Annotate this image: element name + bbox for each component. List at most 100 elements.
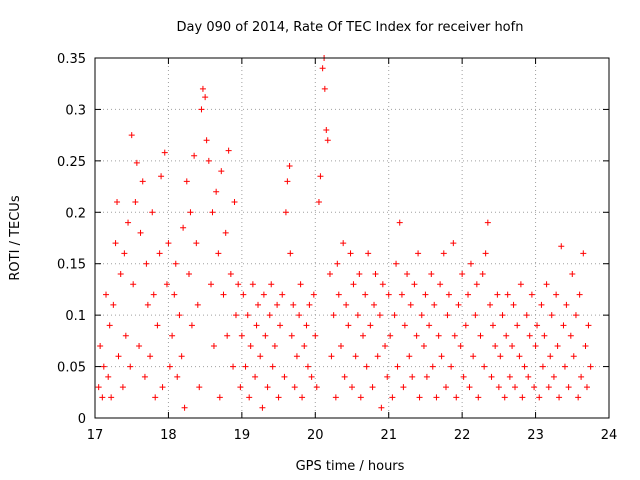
data-point xyxy=(191,152,198,159)
data-point xyxy=(100,363,107,370)
data-point xyxy=(99,394,106,401)
data-point xyxy=(340,240,347,247)
data-point xyxy=(525,373,532,380)
y-tick-labels: 0 0.05 0.1 0.15 0.2 0.25 0.3 0.35 xyxy=(57,52,86,427)
data-point xyxy=(526,332,533,339)
data-point xyxy=(281,373,288,380)
data-point xyxy=(286,163,293,169)
data-point xyxy=(481,363,488,370)
y-tick-label: 0.15 xyxy=(57,258,86,273)
data-point xyxy=(310,291,317,298)
data-point xyxy=(301,343,308,349)
x-tick-label: 23 xyxy=(527,428,544,443)
data-point xyxy=(136,343,143,349)
data-point xyxy=(379,281,386,288)
data-point xyxy=(550,373,557,380)
y-tick-label: 0.05 xyxy=(57,361,86,376)
data-point xyxy=(269,363,276,370)
data-point xyxy=(389,394,396,401)
data-point xyxy=(437,281,444,288)
data-point xyxy=(415,250,422,257)
data-point xyxy=(213,188,220,195)
data-point xyxy=(198,106,205,113)
data-point xyxy=(536,394,543,401)
data-point xyxy=(532,343,539,349)
data-point xyxy=(466,384,473,391)
data-point xyxy=(512,384,519,391)
data-point xyxy=(528,291,535,298)
data-point xyxy=(580,250,587,257)
data-point xyxy=(487,301,494,308)
data-point xyxy=(516,353,523,360)
data-point xyxy=(541,332,548,339)
data-point xyxy=(249,281,256,288)
y-tick-label: 0.1 xyxy=(65,309,86,324)
data-point xyxy=(95,384,102,391)
data-point xyxy=(349,384,355,391)
y-tick-label: 0.25 xyxy=(57,155,86,170)
data-point xyxy=(291,384,298,391)
data-point xyxy=(196,384,203,391)
data-point xyxy=(459,271,466,277)
data-point xyxy=(143,260,150,267)
y-tick-label: 0.2 xyxy=(65,206,86,221)
data-point xyxy=(583,384,590,391)
data-point xyxy=(202,94,209,101)
data-point xyxy=(332,394,339,401)
data-point xyxy=(565,384,572,391)
data-point xyxy=(400,384,407,391)
data-point xyxy=(420,343,427,349)
data-point xyxy=(257,353,264,360)
data-point xyxy=(453,394,460,401)
x-tick-label: 20 xyxy=(307,428,324,443)
data-point xyxy=(519,394,526,401)
x-tick-label: 19 xyxy=(234,428,251,443)
data-point xyxy=(576,291,583,298)
data-point xyxy=(290,301,297,308)
data-point xyxy=(367,322,374,329)
data-point xyxy=(122,332,129,339)
data-point xyxy=(484,219,491,226)
data-point xyxy=(343,301,350,308)
data-point xyxy=(216,394,223,401)
data-point xyxy=(324,137,331,144)
data-point xyxy=(187,209,194,216)
data-point xyxy=(504,291,511,298)
data-point xyxy=(159,384,166,391)
data-point xyxy=(326,271,333,277)
data-point xyxy=(440,250,447,257)
data-point xyxy=(227,271,234,277)
plot-frame xyxy=(94,57,610,419)
data-point xyxy=(429,363,436,370)
data-point xyxy=(119,384,126,391)
data-point xyxy=(575,394,582,401)
data-point xyxy=(384,373,391,380)
data-point xyxy=(171,291,178,298)
data-point xyxy=(582,343,589,349)
x-tick-label: 21 xyxy=(380,428,397,443)
data-point xyxy=(433,394,440,401)
data-point xyxy=(209,209,216,216)
data-point xyxy=(393,260,400,267)
data-point xyxy=(423,373,430,380)
data-point xyxy=(150,291,157,298)
data-point xyxy=(394,363,401,370)
chart-title: Day 090 of 2014, Rate Of TEC Index for r… xyxy=(177,20,524,35)
data-point xyxy=(350,281,357,288)
data-point xyxy=(382,343,389,349)
data-point xyxy=(509,343,516,349)
data-point xyxy=(570,353,577,360)
data-point xyxy=(360,332,367,339)
data-point xyxy=(451,332,458,339)
data-point xyxy=(230,363,237,370)
data-point xyxy=(585,322,592,329)
data-point xyxy=(475,394,482,401)
data-point xyxy=(362,291,369,298)
data-point xyxy=(154,322,161,329)
data-point xyxy=(378,404,385,411)
data-point xyxy=(543,281,550,288)
data-point xyxy=(431,301,438,308)
data-point xyxy=(499,312,506,319)
data-point xyxy=(422,291,429,298)
data-point xyxy=(413,332,420,339)
